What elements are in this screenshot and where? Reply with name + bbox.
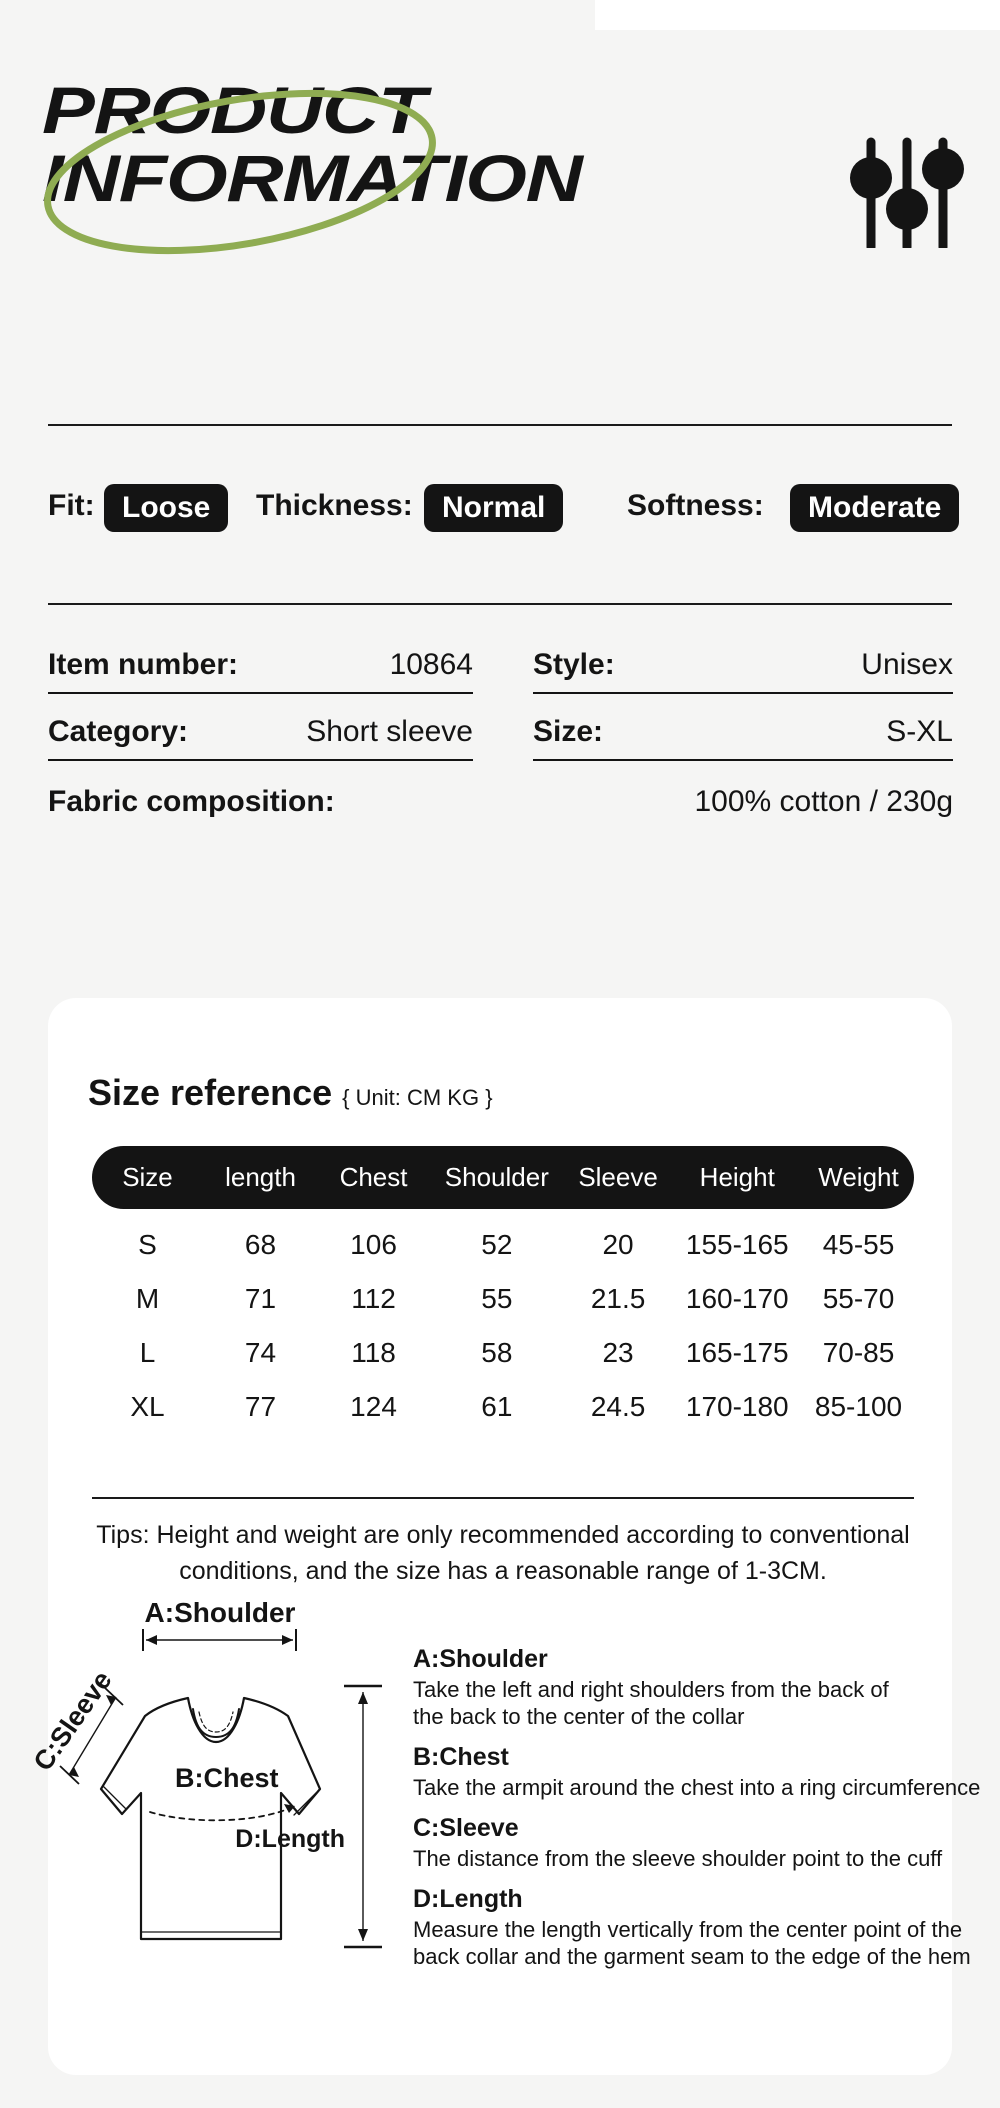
svg-text:D:Length: D:Length [235,1825,345,1853]
svg-text:A:Shoulder: A:Shoulder [145,1597,296,1628]
svg-text:C:Sleeve: C:Sleeve [28,1666,118,1777]
svg-text:B:Chest: B:Chest [175,1763,279,1793]
